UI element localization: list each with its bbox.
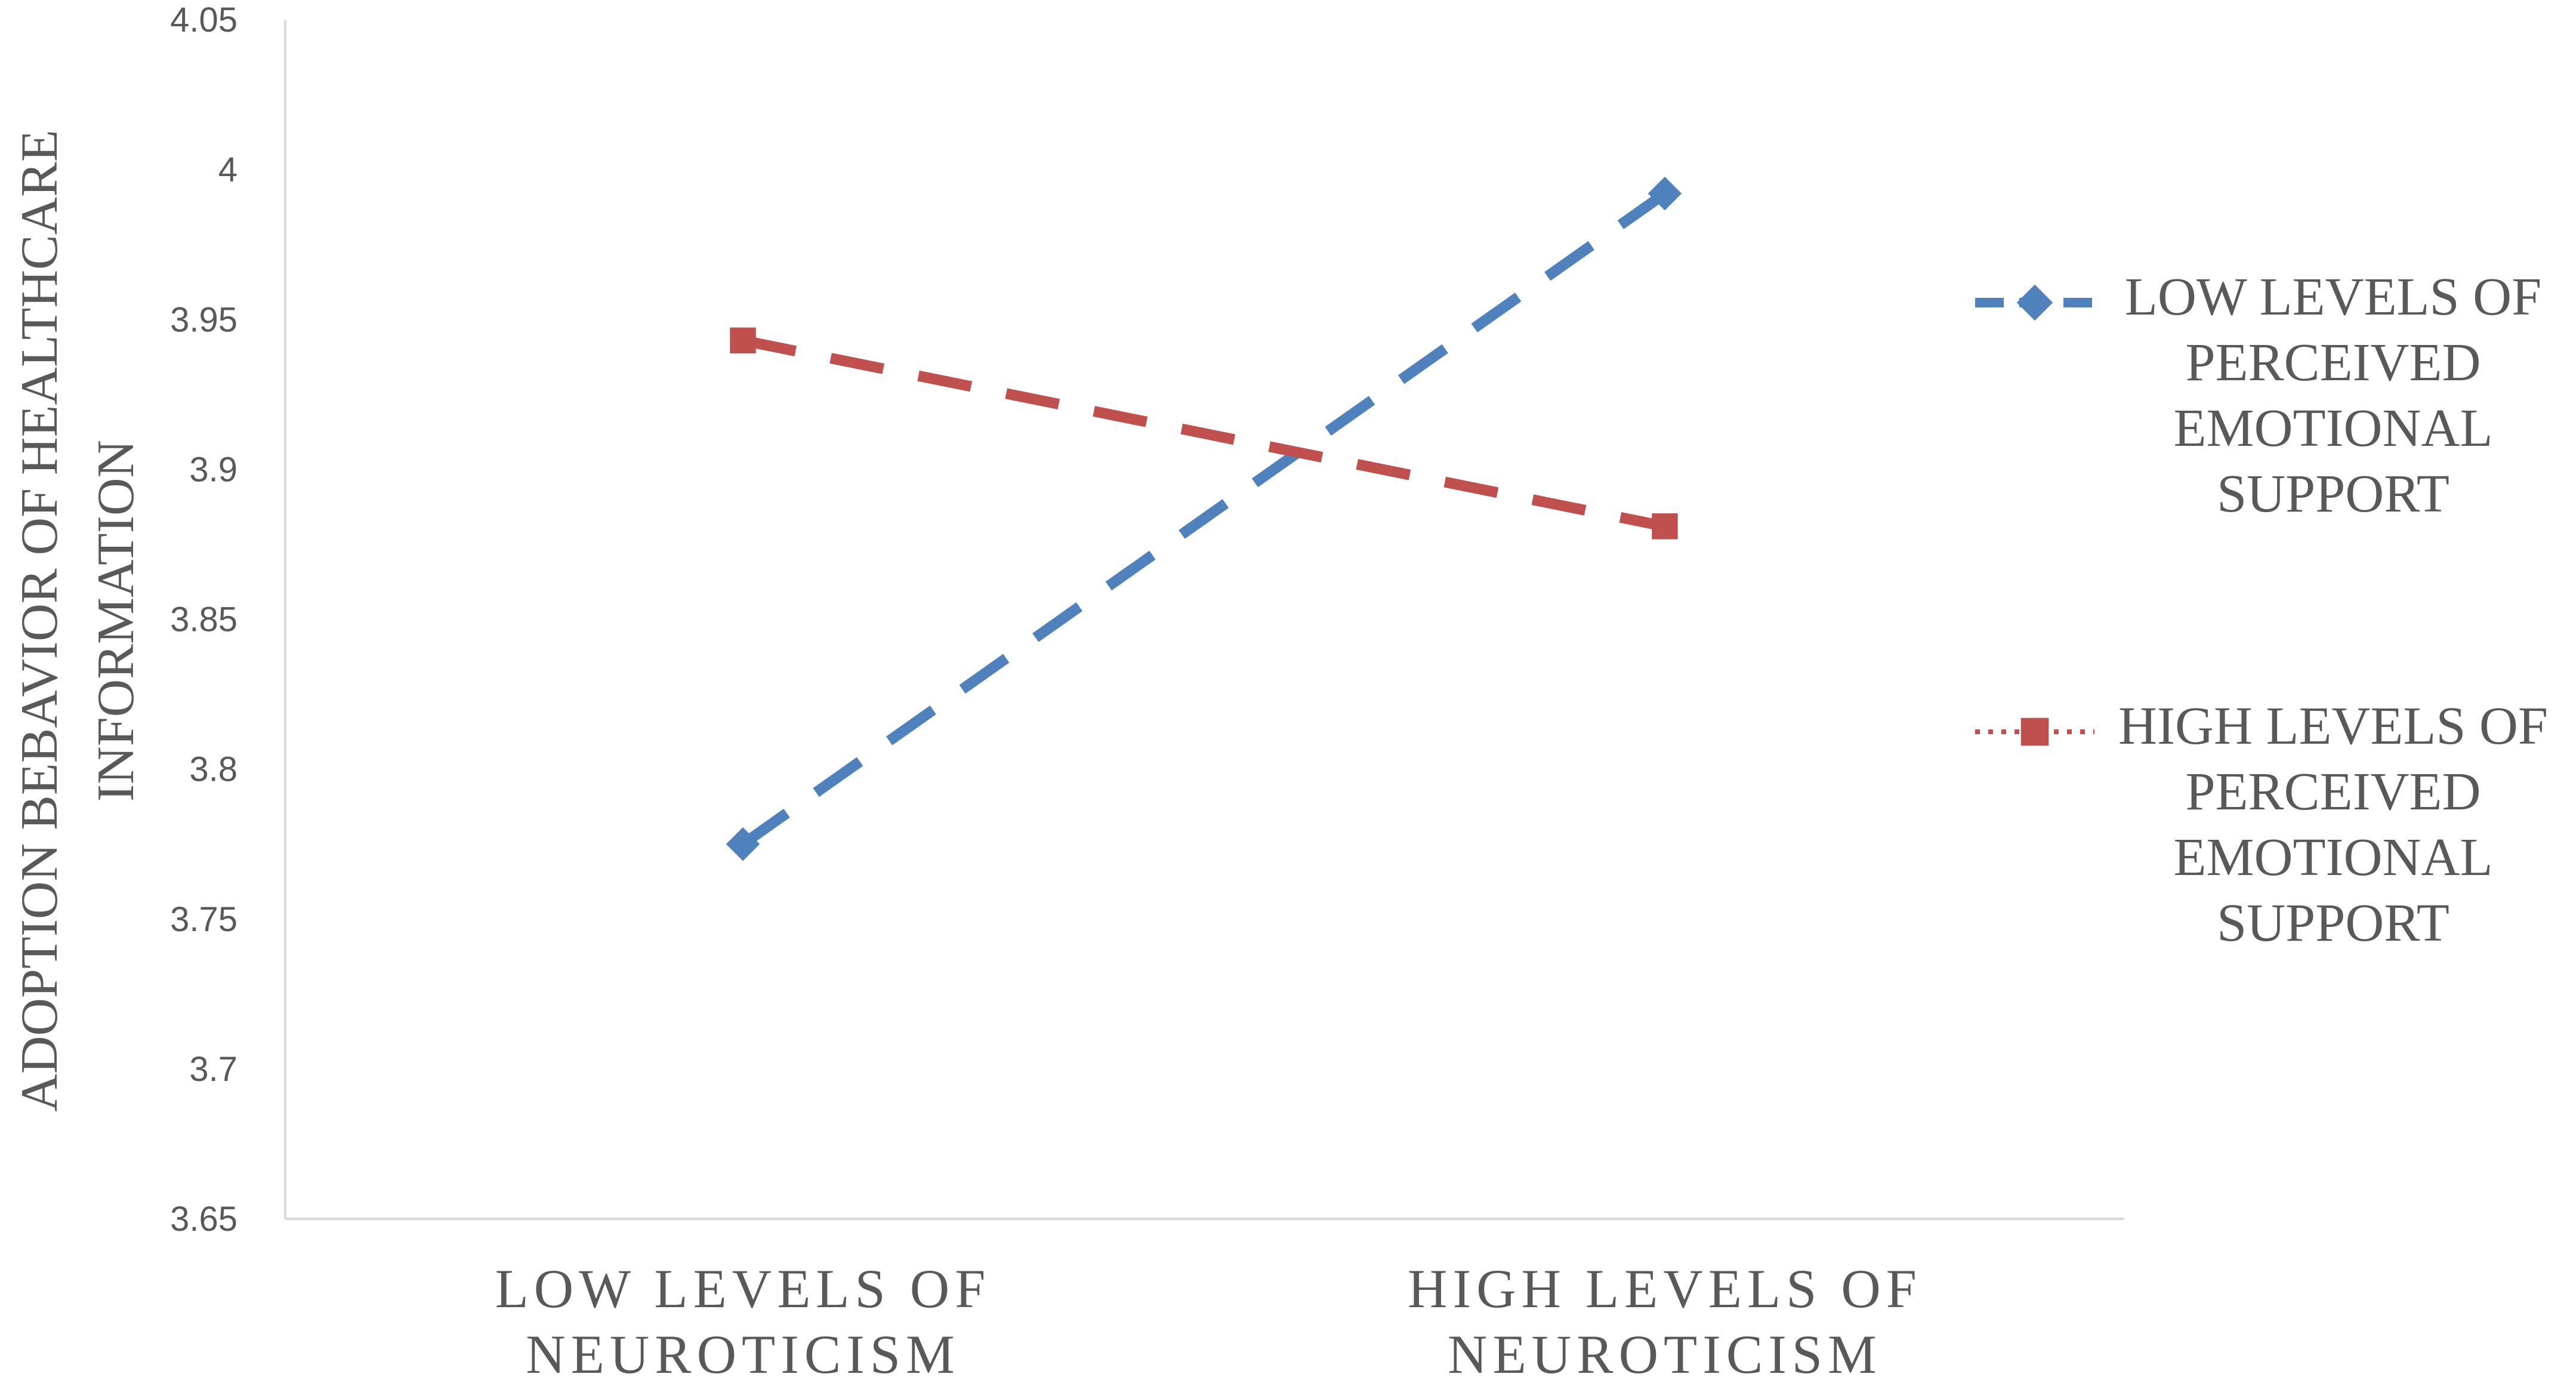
legend: LOW LEVELS OF PERCEIVED EMOTIONAL SUPPORT HI… <box>1975 267 2548 953</box>
y-tick-label: 4 <box>218 150 237 189</box>
legend-label: SUPPORT <box>2217 894 2449 953</box>
y-tick-label: 3.7 <box>189 1050 237 1089</box>
y-axis-title-group: ADOPTION BEBAVIOR OF HEALTHCARE INFORMATI… <box>11 130 145 1111</box>
x-category-label: HIGH LEVELS OF <box>1408 1258 1922 1319</box>
y-tick-labels: 4.05 4 3.95 3.9 3.85 3.8 3.75 3.7 3.65 <box>170 1 237 1239</box>
plot-series <box>726 177 1682 861</box>
data-point-diamond <box>2016 284 2053 321</box>
y-axis-title: ADOPTION BEBAVIOR OF HEALTHCARE INFORMATI… <box>11 130 145 1111</box>
y-axis-title-line: ADOPTION BEBAVIOR OF HEALTHCARE <box>11 130 69 1111</box>
legend-label: PERCEIVED <box>2186 333 2481 392</box>
legend-label: SUPPORT <box>2217 464 2449 523</box>
legend-label: PERCEIVED <box>2186 762 2481 821</box>
axes <box>284 20 2124 1220</box>
y-tick-label: 3.95 <box>170 300 237 339</box>
y-tick-label: 3.65 <box>170 1200 237 1239</box>
y-tick-label: 3.8 <box>189 750 237 789</box>
data-point-square <box>2020 717 2049 746</box>
series-line <box>739 189 1668 849</box>
series-line <box>742 335 1666 532</box>
legend-label: EMOTIONAL <box>2174 828 2493 887</box>
legend-label: HIGH LEVELS OF <box>2118 697 2548 756</box>
x-category-label: LOW LEVELS OF <box>495 1258 991 1319</box>
y-tick-label: 3.85 <box>170 600 237 639</box>
y-axis-title-line: INFORMATION <box>87 440 145 802</box>
data-point-diamond <box>1648 177 1682 211</box>
y-tick-label: 4.05 <box>170 1 237 39</box>
y-tick-label: 3.75 <box>170 900 237 939</box>
data-point-square <box>1652 513 1678 540</box>
data-point-square <box>730 327 756 354</box>
data-point-diamond <box>726 827 760 861</box>
x-category-label: NEUROTICISM <box>1448 1324 1882 1377</box>
y-tick-label: 3.9 <box>189 450 237 489</box>
legend-label: EMOTIONAL <box>2174 399 2493 458</box>
legend-label: LOW LEVELS OF <box>2125 267 2541 326</box>
x-category-label: NEUROTICISM <box>526 1324 960 1377</box>
